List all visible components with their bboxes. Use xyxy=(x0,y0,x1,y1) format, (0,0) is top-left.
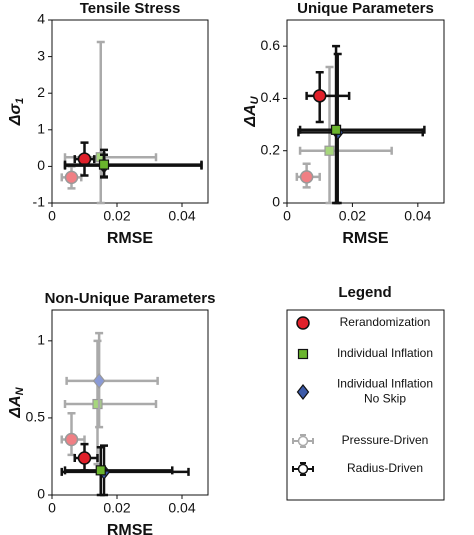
x-tick-label: 0.04 xyxy=(168,500,195,516)
marker xyxy=(92,372,106,389)
x-error-bar xyxy=(63,400,158,409)
legend-label: Rerandomization xyxy=(340,315,431,329)
y-error-bar xyxy=(96,40,105,205)
legend-frame xyxy=(286,309,445,501)
marker xyxy=(77,152,92,166)
legend-label: Radius-Driven xyxy=(347,461,423,475)
x-tick-label: 0 xyxy=(48,500,56,516)
marker xyxy=(95,465,106,476)
y-tick-label: -1 xyxy=(33,194,46,210)
y-axis-label: Δσ1 xyxy=(7,98,26,126)
y-tick-label: 4 xyxy=(37,11,45,27)
y-tick-label: 2 xyxy=(37,84,45,100)
marker xyxy=(92,398,103,410)
x-error-bar xyxy=(60,467,190,476)
y-tick-label: 0.5 xyxy=(26,409,46,425)
marker xyxy=(77,451,92,465)
marker xyxy=(64,170,79,185)
x-error-bar xyxy=(63,160,203,169)
legend-label: Individual Inflation xyxy=(337,377,433,391)
x-tick-label: 0.04 xyxy=(168,208,195,224)
marker xyxy=(64,432,79,447)
y-tick-label: 3 xyxy=(37,47,45,63)
y-error-bar xyxy=(325,65,334,205)
plot-frame xyxy=(286,19,445,204)
x-error-bar xyxy=(298,146,393,155)
y-axis-label-main: Δσ xyxy=(7,103,24,127)
marker xyxy=(98,159,110,170)
legend-marker xyxy=(297,435,309,447)
y-axis-label-sub: 1 xyxy=(14,98,26,104)
x-tick-label: 0.02 xyxy=(339,208,366,224)
marker xyxy=(299,170,314,184)
y-axis-label: ΔAN xyxy=(7,386,26,418)
legend-marker xyxy=(297,463,309,475)
x-tick-label: 0 xyxy=(283,208,291,224)
legend-label: Pressure-Driven xyxy=(342,433,429,447)
legend-label: No Skip xyxy=(364,392,406,406)
y-tick-label: 0 xyxy=(37,157,45,173)
chart-title: Unique Parameters xyxy=(297,0,434,17)
plot-frame xyxy=(51,309,209,496)
y-error-bar xyxy=(332,44,341,205)
x-error-bar xyxy=(298,125,426,134)
x-error-bar xyxy=(63,466,174,475)
x-error-bar xyxy=(65,376,159,385)
marker xyxy=(324,145,335,156)
marker xyxy=(330,124,342,135)
x-tick-label: 0.02 xyxy=(103,208,130,224)
x-tick-label: 0.02 xyxy=(103,500,130,516)
x-axis-label: RMSE xyxy=(107,522,154,535)
y-axis-label: ΔAU xyxy=(242,95,261,127)
legend-label: Individual Inflation xyxy=(337,346,433,360)
plot-frame xyxy=(51,19,209,204)
y-tick-label: 1 xyxy=(37,121,45,137)
legend-title: Legend xyxy=(338,284,391,301)
y-tick-label: 0.2 xyxy=(261,141,281,157)
x-tick-label: 0 xyxy=(48,208,56,224)
y-axis-label-main: ΔA xyxy=(7,395,24,418)
x-tick-label: 0.04 xyxy=(404,208,431,224)
x-axis-label: RMSE xyxy=(107,230,154,247)
marker xyxy=(296,384,310,400)
y-tick-label: 1 xyxy=(37,332,45,348)
y-tick-label: 0.6 xyxy=(261,37,281,53)
y-tick-label: 0 xyxy=(272,194,280,210)
y-axis-label-main: ΔA xyxy=(242,104,259,127)
y-tick-label: 0 xyxy=(37,486,45,502)
x-axis-label: RMSE xyxy=(342,230,389,247)
chart-title: Non-Unique Parameters xyxy=(45,290,216,307)
marker xyxy=(297,348,309,360)
y-axis-label-sub: N xyxy=(14,386,26,395)
marker xyxy=(296,316,310,330)
chart-title: Tensile Stress xyxy=(80,0,181,17)
y-axis-label-sub: U xyxy=(249,95,261,104)
marker xyxy=(312,89,327,103)
y-tick-label: 0.4 xyxy=(261,89,281,105)
